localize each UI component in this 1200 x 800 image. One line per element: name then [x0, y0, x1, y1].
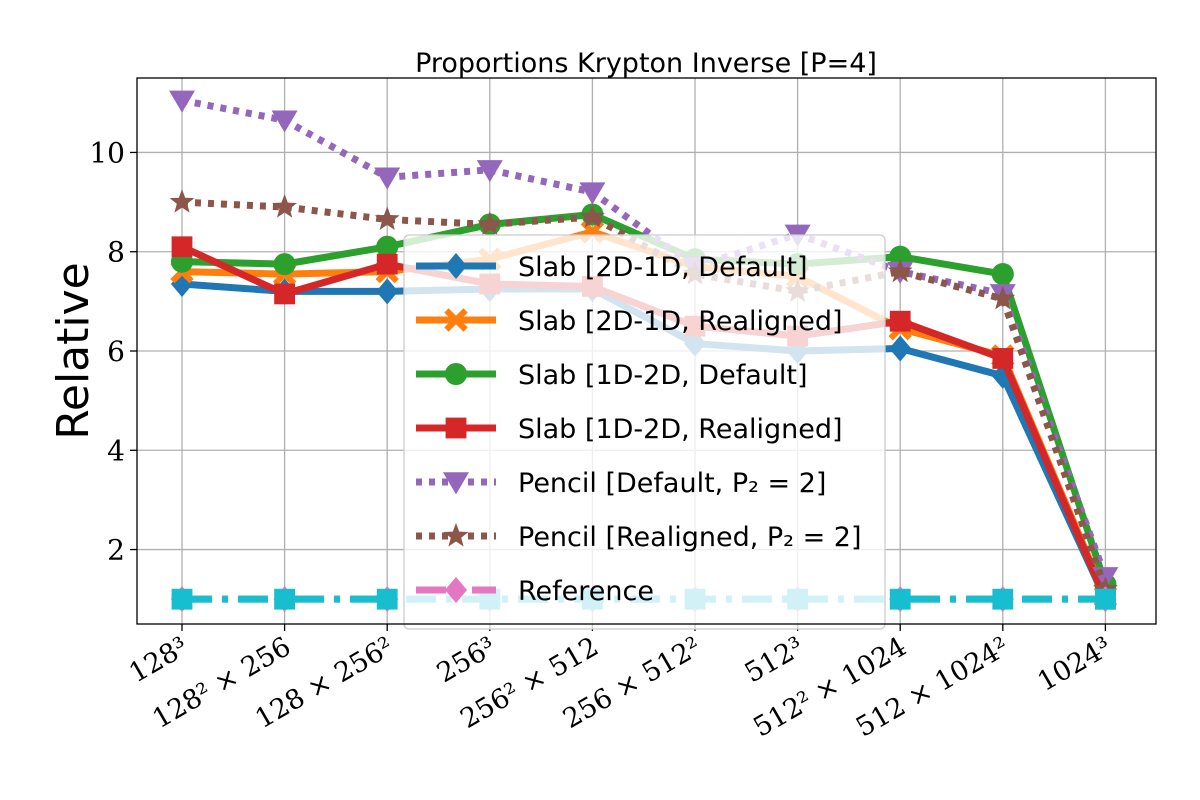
data-point — [444, 253, 468, 279]
data-point — [374, 206, 400, 230]
data-point — [889, 310, 911, 332]
data-point — [992, 588, 1014, 610]
data-point — [443, 472, 469, 495]
data-point — [376, 588, 398, 610]
y-axis-label: Relative — [48, 262, 99, 439]
data-point — [580, 204, 605, 228]
legend-entry: Slab [2D-1D, Realigned] — [416, 306, 843, 337]
legend-label: Slab [2D-1D, Default] — [518, 252, 807, 283]
data-point — [169, 189, 195, 213]
data-point — [476, 160, 503, 183]
legend-label: Pencil [Default, P₂ = 2] — [518, 468, 826, 499]
data-point — [171, 236, 193, 258]
legend-entry: Slab [2D-1D, Default] — [416, 252, 807, 283]
legend-label: Slab [1D-2D, Default] — [518, 360, 807, 391]
y-tick-label: 6 — [107, 335, 125, 368]
data-point — [889, 588, 911, 610]
data-point — [444, 308, 468, 332]
data-point — [991, 263, 1014, 286]
data-point — [990, 285, 1016, 310]
legend-label: Slab [2D-1D, Realigned] — [518, 306, 843, 337]
legend-entry: Pencil [Realigned, P₂ = 2] — [416, 522, 862, 553]
x-tick-label: 512³ — [740, 631, 810, 689]
data-point — [272, 194, 297, 218]
y-tick-label: 10 — [89, 136, 125, 169]
data-point — [477, 211, 503, 235]
data-point — [376, 235, 399, 258]
x-tick-label: 256³ — [432, 631, 502, 689]
data-point — [444, 577, 468, 603]
data-point — [274, 588, 295, 610]
legend: Slab [2D-1D, Default] Slab [2D-1D, Realig… — [403, 234, 886, 630]
data-point — [889, 335, 912, 362]
data-point — [271, 110, 298, 133]
data-point — [376, 278, 399, 305]
data-point — [169, 90, 195, 113]
legend-label: Reference — [518, 576, 654, 607]
legend-entry: Reference — [416, 576, 654, 607]
y-tick-labels: 2 4 6 8 10 — [89, 136, 137, 567]
data-point — [171, 588, 193, 610]
legend-label: Slab [1D-2D, Realigned] — [518, 414, 843, 445]
x-tick-label: 1024³ — [1033, 631, 1117, 698]
legend-entry: Slab [1D-2D, Realigned] — [416, 414, 843, 445]
data-point — [445, 417, 467, 439]
data-point — [374, 167, 401, 190]
legend-entry: Pencil [Default, P₂ = 2] — [416, 468, 826, 499]
data-point — [887, 258, 913, 283]
data-point — [1095, 588, 1116, 610]
y-tick-label: 8 — [107, 236, 125, 269]
legend-label: Pencil [Realigned, P₂ = 2] — [518, 522, 862, 553]
data-point — [273, 253, 296, 276]
data-point — [376, 253, 398, 275]
plot-frame — [136, 77, 1157, 625]
chart-title: Proportions Krypton Inverse [P=4] — [415, 48, 877, 79]
x-tick-label: 128³ — [124, 631, 194, 689]
legend-box — [403, 234, 886, 630]
data-point — [992, 348, 1014, 369]
data-point — [444, 362, 468, 386]
legend-entry: Slab [1D-2D, Default] — [416, 360, 807, 391]
y-tick-label: 4 — [107, 434, 125, 467]
data-point — [443, 523, 469, 547]
y-tick-label: 2 — [107, 534, 125, 567]
data-point — [274, 283, 295, 305]
data-point — [579, 182, 606, 205]
